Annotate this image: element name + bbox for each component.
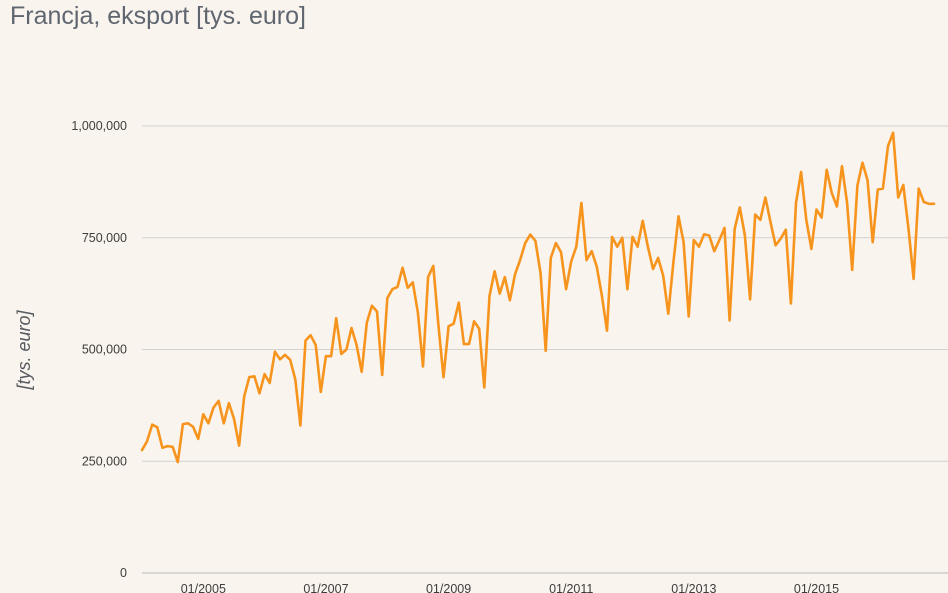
y-tick-label: 0 bbox=[120, 566, 127, 580]
y-axis-label: [tys. euro] bbox=[14, 309, 34, 390]
y-tick-label: 750,000 bbox=[82, 231, 127, 245]
x-tick-label: 01/2011 bbox=[549, 582, 593, 593]
x-tick-label: 01/2015 bbox=[794, 582, 839, 593]
y-tick-label: 500,000 bbox=[82, 343, 127, 357]
y-tick-label: 250,000 bbox=[82, 454, 127, 468]
x-tick-label: 01/2005 bbox=[181, 582, 226, 593]
series-line bbox=[140, 131, 936, 464]
x-tick-label: 01/2009 bbox=[426, 582, 471, 593]
x-tick-label: 01/2013 bbox=[671, 582, 716, 593]
y-axis-ticks: 0 250,000 500,000 750,000 1,000,000 bbox=[71, 119, 127, 580]
chart-title: Francja, eksport [tys. euro] bbox=[10, 2, 306, 30]
x-axis-ticks: 01/2005 01/2007 01/2009 01/2011 01/2013 01/20… bbox=[181, 582, 839, 593]
y-tick-label: 1,000,000 bbox=[71, 119, 127, 133]
series-group bbox=[140, 131, 936, 464]
x-tick-label: 01/2007 bbox=[303, 582, 348, 593]
